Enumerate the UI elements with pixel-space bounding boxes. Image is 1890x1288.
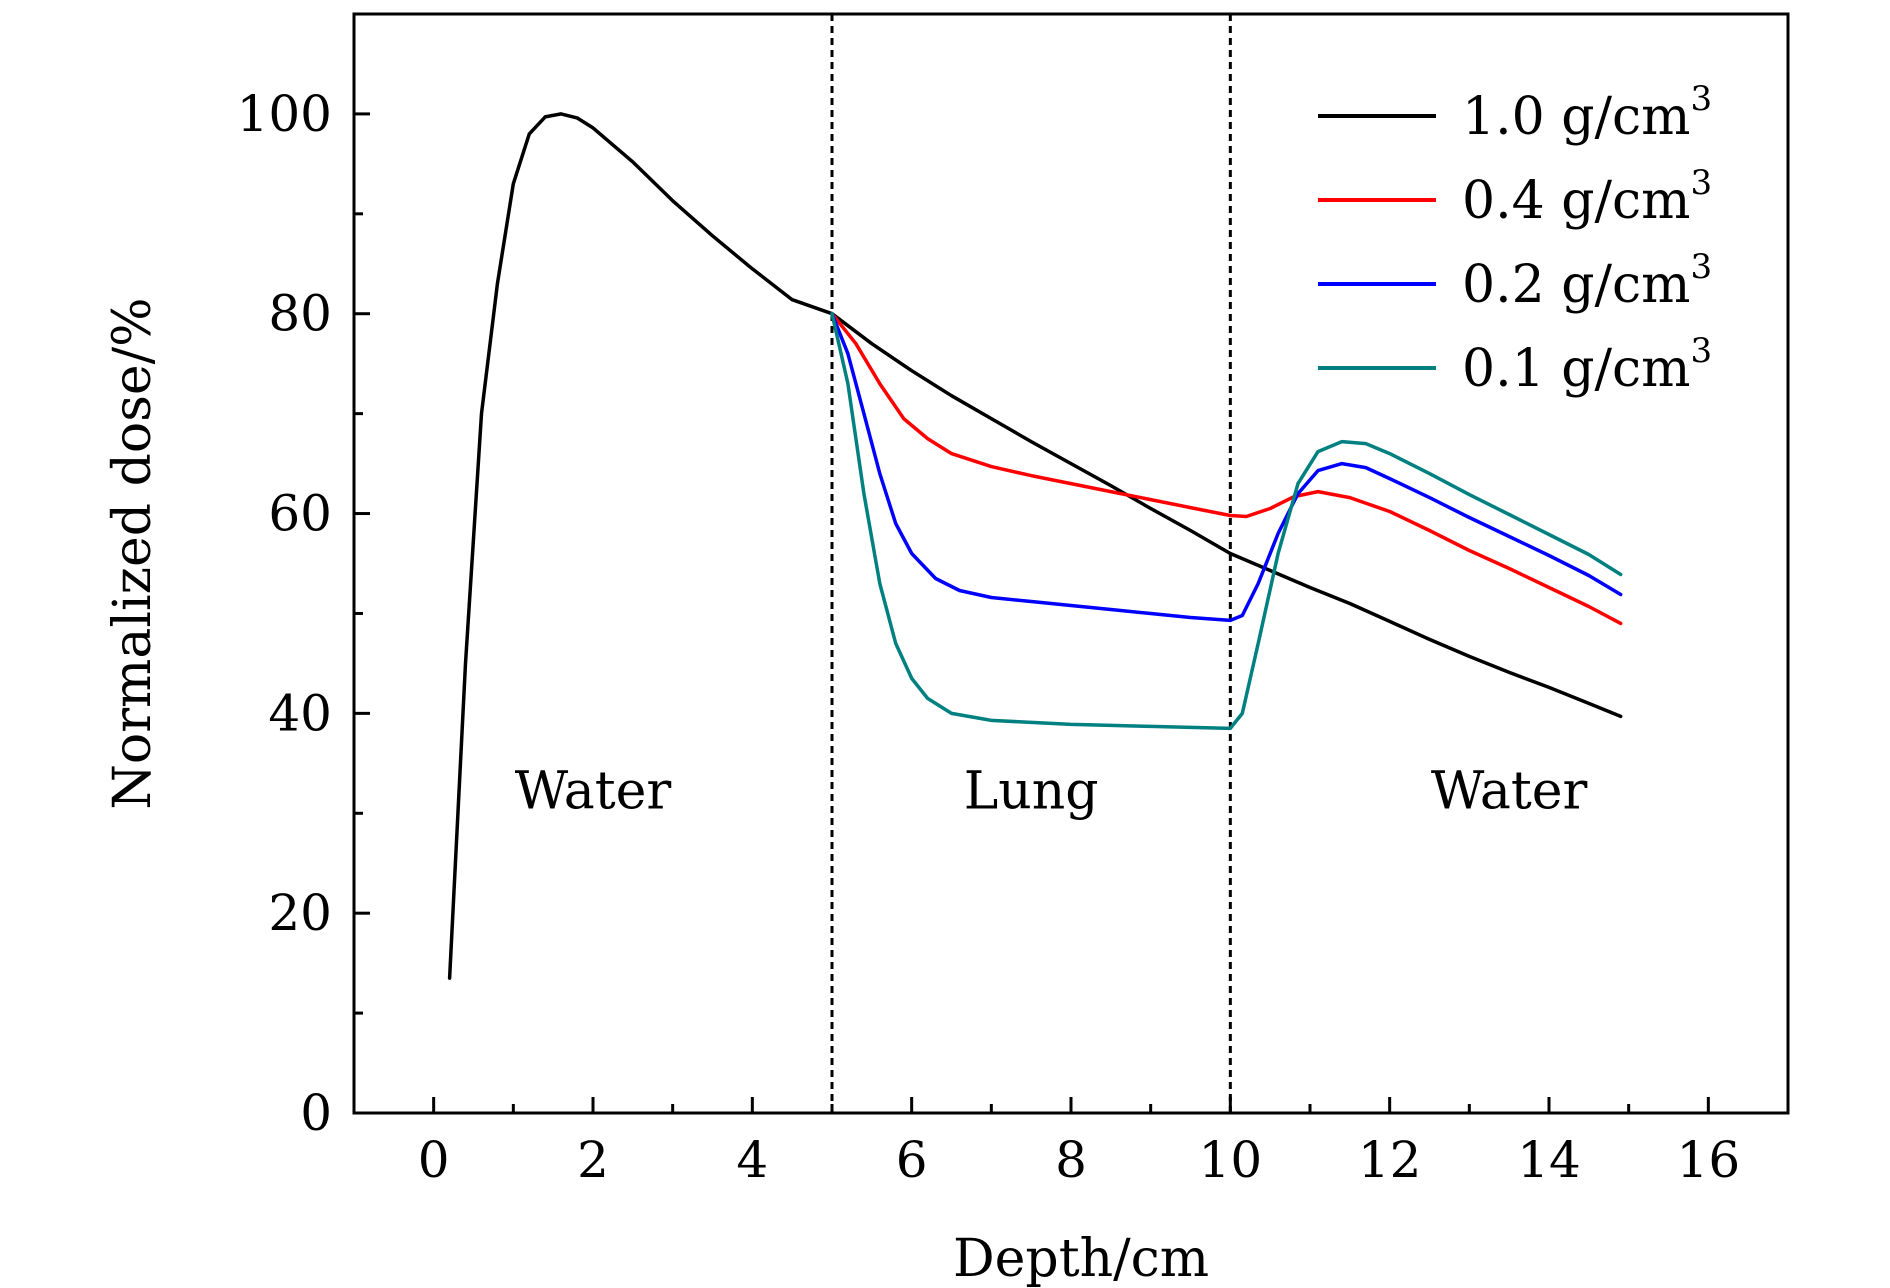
y-axis-title: Normalized dose/% [103,297,163,809]
y-tick-label: 100 [237,85,332,143]
y-tick-label: 0 [300,1084,332,1142]
legend-superscript: 3 [1690,331,1712,371]
x-axis-title: Depth/cm [953,1229,1209,1288]
plot-area: Water Lung Water [447,14,1623,1113]
legend-superscript: 3 [1690,163,1712,203]
x-tick-label: 16 [1677,1131,1741,1189]
legend-item: 1.0 g/cm3 [1318,79,1712,147]
x-tick-label: 14 [1517,1131,1581,1189]
legend-label: 0.2 g/cm3 [1462,247,1712,315]
legend-label: 0.1 g/cm3 [1462,331,1712,399]
legend: 1.0 g/cm3 0.4 g/cm3 0.2 g/cm3 0.1 g/cm3 [1318,79,1712,399]
x-tick-label: 10 [1199,1131,1263,1189]
legend-label: 0.4 g/cm3 [1462,163,1712,231]
series-line [830,311,1623,626]
series-line [447,112,1623,980]
x-tick-label: 12 [1358,1131,1422,1189]
y-tick-label: 20 [268,884,332,942]
labels: Depth/cm Normalized dose/% [103,297,1209,1288]
legend-label: 1.0 g/cm3 [1462,79,1712,147]
region-label: Lung [964,761,1099,821]
x-tick-label: 2 [577,1131,609,1189]
legend-superscript: 3 [1690,247,1712,287]
legend-superscript: 3 [1690,79,1712,119]
y-tick-label: 80 [268,285,332,343]
x-tick-label: 0 [418,1131,450,1189]
series-line [830,311,1623,731]
ticks: 0 2 4 6 8 10 12 14 16 0 20 40 60 80 100 [237,85,1741,1189]
legend-item: 0.1 g/cm3 [1318,331,1712,399]
y-tick-label: 40 [268,684,332,742]
legend-item: 0.4 g/cm3 [1318,163,1712,231]
legend-item: 0.2 g/cm3 [1318,247,1712,315]
region-label: Water [1431,761,1588,821]
x-tick-label: 4 [736,1131,768,1189]
y-tick-label: 60 [268,485,332,543]
series-line [830,311,1623,623]
x-tick-label: 8 [1055,1131,1087,1189]
x-tick-label: 6 [896,1131,928,1189]
region-label: Water [515,761,672,821]
